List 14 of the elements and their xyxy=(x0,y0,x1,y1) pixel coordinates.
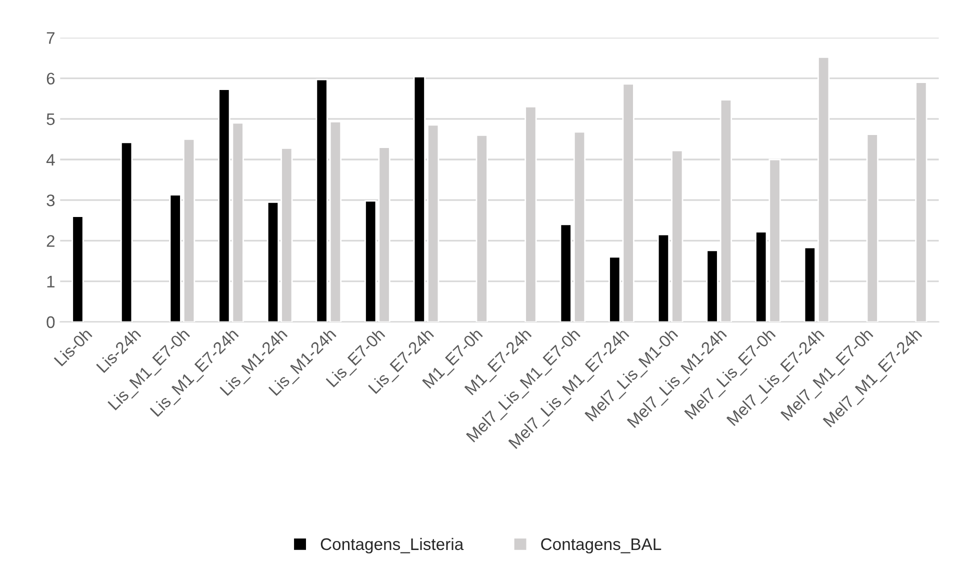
bar xyxy=(120,142,133,322)
y-tick-label: 2 xyxy=(46,235,54,247)
legend-label: Contagens_BAL xyxy=(541,538,662,554)
y-tick-label: 4 xyxy=(46,154,55,166)
y-tick-label: 7 xyxy=(46,32,54,44)
legend-label: Contagens_Listeria xyxy=(320,538,464,554)
y-tick-label: 3 xyxy=(46,194,55,206)
bar xyxy=(72,216,84,322)
bar xyxy=(218,88,230,322)
y-tick-label: 5 xyxy=(46,113,55,126)
y-tick-label: 6 xyxy=(46,72,55,85)
y-tick-label: 0 xyxy=(46,316,55,328)
bar xyxy=(608,256,621,322)
y-tick-label: 1 xyxy=(47,276,54,288)
